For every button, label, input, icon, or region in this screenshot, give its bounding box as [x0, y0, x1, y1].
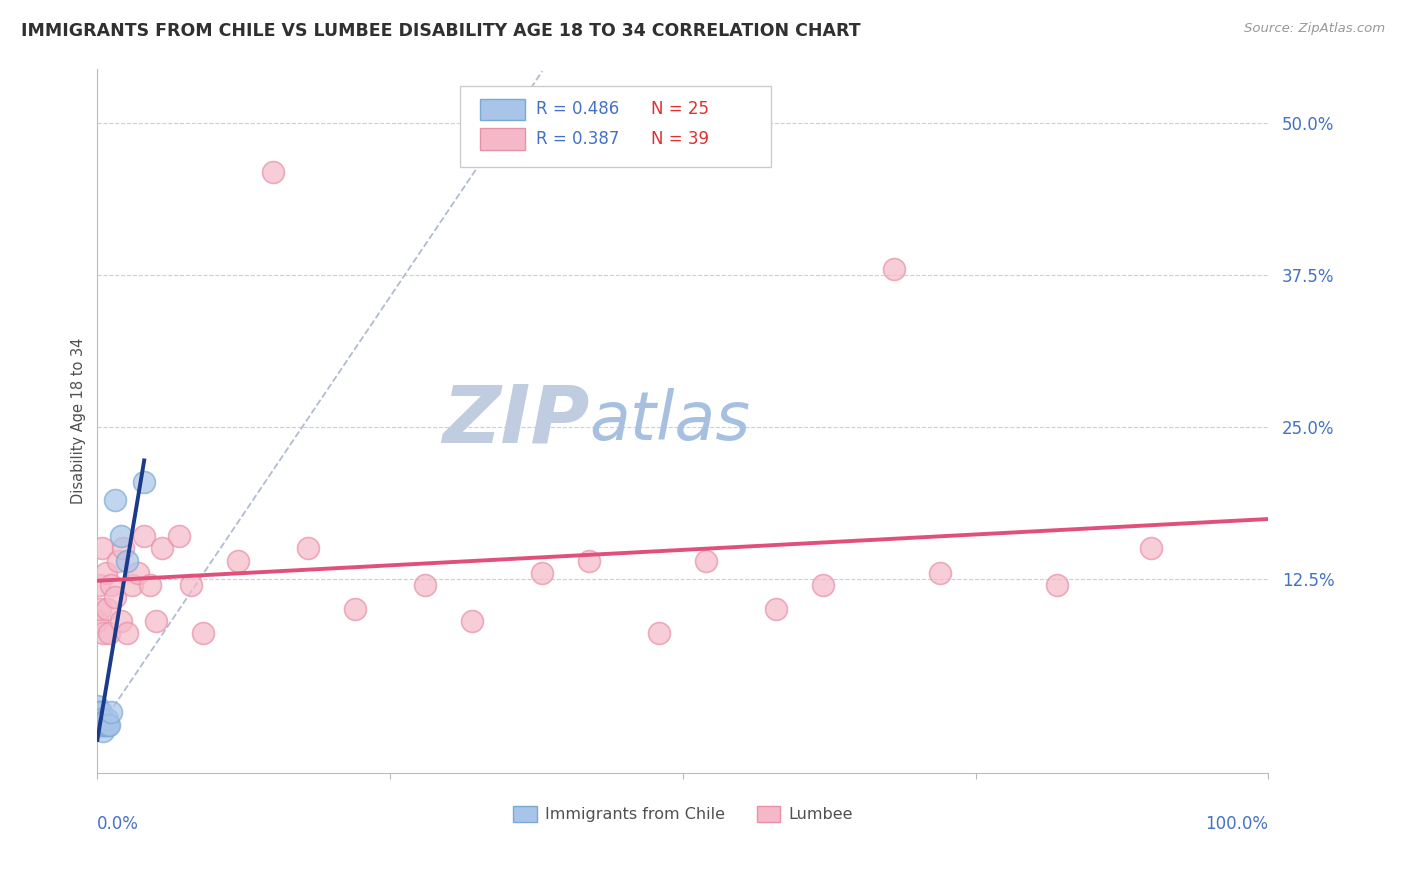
Point [94, 566, 117, 580]
Point [86, 712, 108, 726]
Point [93, 714, 115, 728]
Point [89, 602, 111, 616]
Text: IMMIGRANTS FROM CHILE VS LUMBEE DISABILITY AGE 18 TO 34 CORRELATION CHART: IMMIGRANTS FROM CHILE VS LUMBEE DISABILI… [21, 22, 860, 40]
Point [91, 717, 114, 731]
Point [578, 553, 600, 567]
Point [86, 699, 108, 714]
Legend: Immigrants from Chile, Lumbee: Immigrants from Chile, Lumbee [506, 799, 859, 829]
FancyBboxPatch shape [460, 87, 770, 167]
Point [90, 706, 112, 720]
Point [91, 712, 114, 726]
Point [115, 553, 138, 567]
Point [93, 717, 115, 731]
Point [91, 626, 114, 640]
Point [107, 553, 129, 567]
Point [98, 626, 121, 640]
FancyBboxPatch shape [481, 128, 524, 150]
Point [531, 566, 554, 580]
Point [121, 578, 143, 592]
Point [91, 541, 114, 556]
Point [929, 566, 952, 580]
Point [89, 717, 111, 731]
Point [169, 529, 191, 543]
Point [765, 602, 787, 616]
Text: 100.0%: 100.0% [1205, 815, 1268, 833]
Point [96, 602, 118, 616]
Point [91, 723, 114, 738]
Point [86, 615, 108, 629]
Point [110, 615, 132, 629]
Point [112, 541, 135, 556]
Point [100, 578, 122, 592]
Point [695, 553, 717, 567]
Point [127, 566, 149, 580]
Point [150, 541, 173, 556]
Point [87, 717, 110, 731]
Point [87, 578, 110, 592]
Point [115, 626, 138, 640]
Point [87, 706, 110, 720]
Point [86, 717, 108, 731]
Point [180, 578, 202, 592]
Point [262, 165, 284, 179]
Point [100, 706, 122, 720]
Text: Source: ZipAtlas.com: Source: ZipAtlas.com [1244, 22, 1385, 36]
Text: R = 0.387: R = 0.387 [537, 130, 620, 148]
Point [413, 578, 436, 592]
Text: ZIP: ZIP [441, 382, 589, 460]
FancyBboxPatch shape [481, 99, 524, 120]
Point [110, 529, 132, 543]
Point [343, 602, 366, 616]
Point [90, 712, 112, 726]
Point [297, 541, 319, 556]
Point [145, 615, 167, 629]
Point [1140, 541, 1163, 556]
Point [191, 626, 214, 640]
Point [134, 475, 156, 489]
Point [134, 529, 156, 543]
Text: atlas: atlas [589, 388, 751, 454]
Text: 0.0%: 0.0% [97, 815, 139, 833]
Point [98, 717, 121, 731]
Point [648, 626, 671, 640]
Text: N = 25: N = 25 [651, 101, 709, 119]
Point [461, 615, 484, 629]
Point [139, 578, 162, 592]
Point [97, 717, 120, 731]
Point [87, 714, 110, 728]
Point [94, 717, 117, 731]
Point [1046, 578, 1069, 592]
Point [883, 262, 905, 277]
Text: R = 0.486: R = 0.486 [537, 101, 620, 119]
Point [226, 553, 249, 567]
Point [104, 590, 127, 604]
Point [87, 712, 110, 726]
Text: N = 39: N = 39 [651, 130, 709, 148]
Point [813, 578, 835, 592]
Point [89, 714, 111, 728]
Point [104, 492, 127, 507]
Y-axis label: Disability Age 18 to 34: Disability Age 18 to 34 [72, 338, 86, 504]
Point [96, 712, 118, 726]
